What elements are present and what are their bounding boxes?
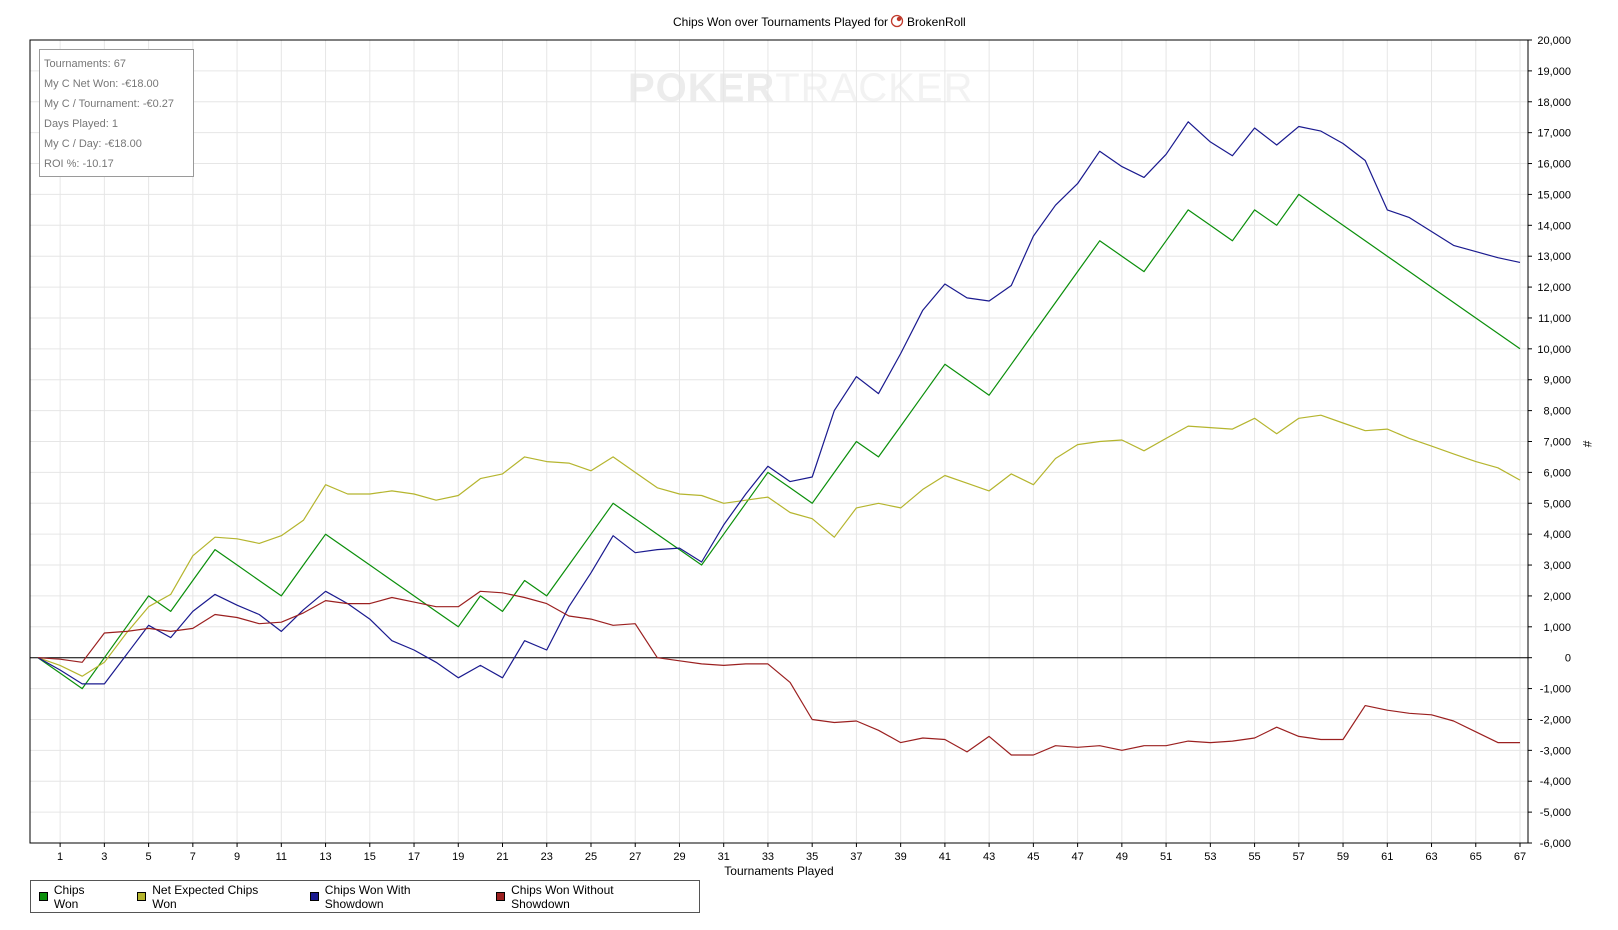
grid-lines bbox=[30, 39, 1528, 844]
x-axis-label: Tournaments Played bbox=[724, 864, 833, 878]
legend-item-with-showdown: Chips Won With Showdown bbox=[309, 882, 470, 911]
legend-label-chips-won: Chips Won bbox=[53, 882, 85, 911]
x-tick-label: 33 bbox=[762, 851, 774, 863]
legend-swatch-without-showdown bbox=[496, 892, 506, 901]
legend-label-without-showdown: Chips Won Without Showdown bbox=[511, 882, 614, 911]
x-tick-label: 21 bbox=[496, 851, 508, 863]
x-tick-label: 49 bbox=[1116, 851, 1128, 863]
y-tick-label: 7,000 bbox=[1543, 437, 1571, 449]
series-line-chips-won bbox=[37, 193, 1521, 690]
x-tick-label: 57 bbox=[1293, 851, 1305, 863]
legend-swatch-with-showdown bbox=[309, 892, 319, 901]
watermark-part-2: TRACKER bbox=[775, 66, 974, 110]
x-tick-label: 39 bbox=[895, 851, 907, 863]
y-tick-label: 1,000 bbox=[1543, 622, 1571, 634]
legend-swatch-net-expected bbox=[137, 892, 147, 901]
x-tick-label: 23 bbox=[541, 851, 553, 863]
y-tick-label: 13,000 bbox=[1537, 251, 1571, 263]
y-axis-symbol: # bbox=[1580, 441, 1594, 448]
y-tick-label: 0 bbox=[1565, 653, 1571, 665]
x-tick-label: 17 bbox=[408, 851, 420, 863]
y-tick-label: 12,000 bbox=[1537, 282, 1571, 294]
y-axis-ticks: 20,000 19,000 18,000 17,000 16,000 15,000 14,0… bbox=[1528, 35, 1571, 850]
player-icon bbox=[890, 14, 904, 28]
x-tick-label: 13 bbox=[319, 851, 331, 863]
y-tick-label: 17,000 bbox=[1537, 128, 1571, 140]
x-tick-label: 19 bbox=[452, 851, 464, 863]
x-tick-label: 1 bbox=[57, 851, 63, 863]
legend-swatch-chips-won bbox=[39, 892, 48, 901]
x-tick-label: 11 bbox=[276, 851, 287, 863]
y-tick-label: 11,000 bbox=[1538, 313, 1571, 325]
y-tick-label: 19,000 bbox=[1537, 66, 1571, 78]
legend-item-net-expected: Net Expected Chips Won bbox=[137, 883, 284, 911]
y-tick-label: 14,000 bbox=[1537, 220, 1571, 232]
x-tick-label: 43 bbox=[983, 851, 995, 863]
x-tick-label: 41 bbox=[939, 851, 951, 863]
x-tick-label: 15 bbox=[364, 851, 376, 863]
y-tick-label: 10,000 bbox=[1537, 344, 1571, 356]
x-tick-label: 29 bbox=[673, 851, 685, 863]
y-tick-label: 15,000 bbox=[1537, 189, 1571, 201]
y-tick-label: -6,000 bbox=[1540, 838, 1571, 850]
series-line-chips-won-with-showdown bbox=[37, 121, 1521, 685]
x-tick-label: 59 bbox=[1337, 851, 1349, 863]
y-tick-label: -5,000 bbox=[1540, 807, 1571, 819]
stats-per-tournament: My C / Tournament: -€0.27 bbox=[44, 98, 175, 110]
x-tick-label: 27 bbox=[629, 851, 641, 863]
x-tick-label: 61 bbox=[1381, 851, 1393, 863]
y-tick-label: 3,000 bbox=[1543, 560, 1571, 572]
stats-box: Tournaments: 67 My C Net Won: -€18.00 My… bbox=[39, 49, 194, 177]
x-tick-label: 47 bbox=[1071, 851, 1083, 863]
x-tick-label: 25 bbox=[585, 851, 597, 863]
x-tick-label: 65 bbox=[1470, 851, 1482, 863]
y-tick-label: 6,000 bbox=[1543, 467, 1571, 479]
y-tick-label: 8,000 bbox=[1543, 406, 1571, 418]
y-tick-label: -2,000 bbox=[1540, 714, 1571, 726]
legend-item-without-showdown: Chips Won Without Showdown bbox=[496, 883, 673, 911]
stats-per-day: My C / Day: -€18.00 bbox=[44, 138, 142, 150]
x-tick-label: 9 bbox=[234, 851, 240, 863]
y-tick-label: 16,000 bbox=[1537, 159, 1571, 171]
x-tick-label: 5 bbox=[146, 851, 152, 863]
chart-title: Chips Won over Tournaments Played for bbox=[673, 15, 888, 29]
x-tick-label: 53 bbox=[1204, 851, 1216, 863]
y-tick-label: 9,000 bbox=[1543, 375, 1571, 387]
y-tick-label: 2,000 bbox=[1543, 591, 1571, 603]
y-tick-label: 4,000 bbox=[1543, 529, 1571, 541]
y-tick-label: 18,000 bbox=[1537, 97, 1571, 109]
y-tick-label: -3,000 bbox=[1540, 745, 1571, 757]
x-tick-label: 51 bbox=[1160, 851, 1172, 863]
x-tick-label: 67 bbox=[1514, 851, 1526, 863]
series-line-net-expected-chips-won bbox=[37, 414, 1521, 677]
legend-label-net-expected: Net Expected Chips Won bbox=[152, 882, 259, 911]
pokertracker-watermark: POKERTRACKER bbox=[628, 66, 973, 111]
chart-legend: Chips Won Net Expected Chips Won Chips W… bbox=[30, 880, 700, 913]
y-tick-label: 5,000 bbox=[1543, 498, 1571, 510]
stats-tournaments: Tournaments: 67 bbox=[44, 58, 126, 70]
x-tick-label: 31 bbox=[718, 851, 730, 863]
stats-days-played: Days Played: 1 bbox=[44, 118, 118, 130]
stats-roi: ROI %: -10.17 bbox=[44, 158, 114, 170]
x-axis-ticks: 1 3 5 7 9 11 13 15 17 19 21 23 25 27 29 31 33 35 37 39 41 43 4… bbox=[57, 843, 1526, 863]
player-name: BrokenRoll bbox=[907, 15, 966, 29]
x-tick-label: 55 bbox=[1248, 851, 1260, 863]
series-lines bbox=[37, 121, 1521, 756]
series-line-chips-won-without-showdown bbox=[37, 590, 1520, 756]
x-tick-label: 37 bbox=[850, 851, 862, 863]
legend-item-chips-won: Chips Won bbox=[39, 883, 111, 911]
legend-label-with-showdown: Chips Won With Showdown bbox=[324, 882, 411, 911]
y-tick-label: -4,000 bbox=[1540, 776, 1571, 788]
x-tick-label: 35 bbox=[806, 851, 818, 863]
x-tick-label: 45 bbox=[1027, 851, 1039, 863]
watermark-part-1: POKER bbox=[628, 66, 776, 110]
x-tick-label: 3 bbox=[101, 851, 107, 863]
y-tick-label: 20,000 bbox=[1537, 35, 1571, 47]
x-tick-label: 63 bbox=[1425, 851, 1437, 863]
stats-net-won: My C Net Won: -€18.00 bbox=[44, 78, 159, 90]
y-tick-label: -1,000 bbox=[1540, 684, 1571, 696]
x-tick-label: 7 bbox=[190, 851, 196, 863]
